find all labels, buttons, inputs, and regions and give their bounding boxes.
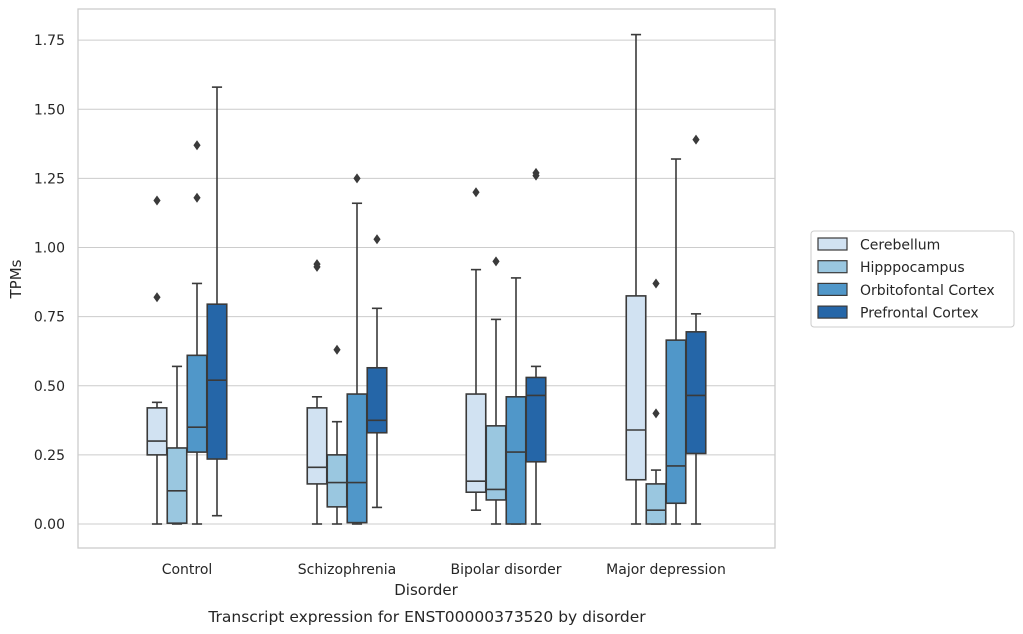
legend-label: Orbitofontal Cortex (860, 283, 995, 299)
box-group (146, 195, 168, 525)
outlier-point (373, 234, 381, 245)
box-group (485, 256, 507, 525)
legend-label: Cerebellum (860, 238, 940, 254)
box-group (525, 167, 547, 525)
box-group (186, 140, 208, 525)
outlier-point (472, 187, 480, 198)
box (146, 407, 168, 456)
box (625, 295, 647, 481)
box (166, 447, 188, 524)
y-tick-labels: 0.00 0.25 0.50 0.75 1.00 1.25 1.50 1.75 (34, 33, 65, 533)
box-group (206, 86, 228, 517)
y-tick-label: 0.75 (34, 310, 65, 326)
legend: Cerebellum Hipppocampus Orbitofontal Corte… (810, 230, 1015, 328)
box-group (346, 173, 368, 525)
legend-swatch (817, 305, 848, 319)
x-tick-labels: Control Schizophrenia Bipolar disorder Majo… (162, 562, 726, 578)
box (465, 393, 487, 494)
y-tick-label: 1.00 (34, 241, 65, 257)
outlier-point (153, 292, 161, 303)
box-group (625, 33, 647, 525)
outlier-point (333, 344, 341, 355)
outlier-point (353, 173, 361, 184)
box-group (465, 187, 487, 511)
legend-label: Hipppocampus (860, 260, 965, 276)
legend-swatch (817, 260, 848, 274)
box (525, 376, 547, 463)
x-tick-label: Control (162, 562, 213, 578)
legend-swatch (817, 237, 848, 251)
x-tick-label: Bipolar disorder (450, 562, 561, 578)
box (326, 454, 348, 508)
box (665, 339, 687, 505)
legend-swatch (817, 282, 848, 296)
box-group (166, 365, 188, 525)
legend-frame (810, 230, 1015, 328)
y-axis-label: TPMs (7, 259, 25, 299)
outlier-point (652, 278, 660, 289)
box-group (306, 259, 328, 525)
y-tick-label: 0.25 (34, 448, 65, 464)
box (306, 407, 328, 485)
x-axis-label: Disorder (394, 581, 458, 599)
box-group (685, 134, 707, 525)
plot-area-border (77, 8, 776, 549)
x-tick-label: Major depression (606, 562, 726, 578)
plot-area-background (78, 9, 775, 548)
outlier-point (492, 256, 500, 267)
outlier-point (652, 408, 660, 419)
y-tick-label: 0.50 (34, 379, 65, 395)
box (685, 331, 707, 455)
legend-label: Prefrontal Cortex (860, 306, 979, 322)
outlier-point (313, 259, 321, 270)
y-tick-label: 0.00 (34, 517, 65, 533)
box (186, 354, 208, 453)
outlier-point (692, 134, 700, 145)
chart-title: Transcript expression for ENST0000037352… (207, 608, 646, 626)
outlier-point (193, 140, 201, 151)
box-group (326, 344, 348, 525)
box (346, 393, 368, 524)
box-groups (146, 33, 707, 525)
y-tick-label: 1.75 (34, 33, 65, 49)
outlier-point (193, 192, 201, 203)
x-tick-label: Schizophrenia (298, 562, 396, 578)
outlier-point (532, 167, 540, 178)
box (366, 366, 388, 434)
box-group (366, 234, 388, 509)
box (206, 303, 228, 460)
outlier-point (153, 195, 161, 206)
y-tick-label: 1.25 (34, 171, 65, 187)
box (505, 396, 527, 525)
y-tick-label: 1.50 (34, 102, 65, 118)
box (645, 483, 667, 525)
